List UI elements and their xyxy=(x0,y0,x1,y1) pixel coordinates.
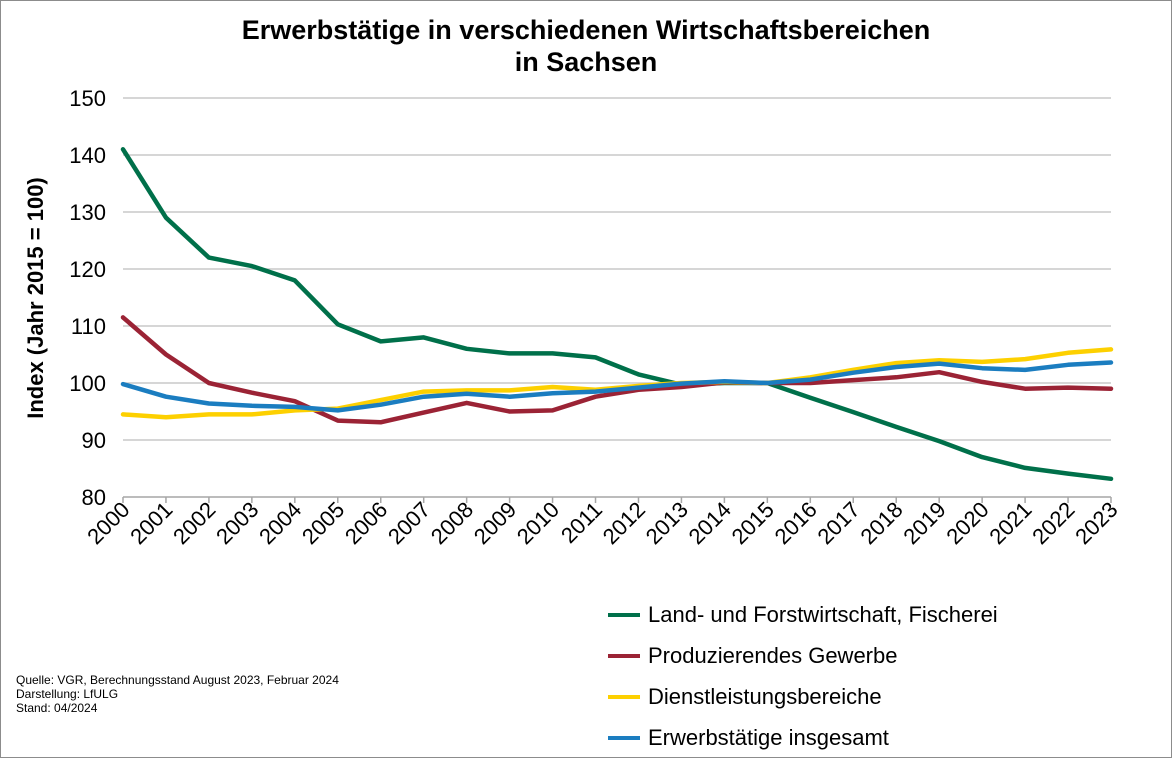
source-notes: Quelle: VGR, Berechnungsstand August 202… xyxy=(16,673,339,715)
x-tick-label: 2013 xyxy=(641,497,693,549)
y-tick-label: 120 xyxy=(69,257,106,282)
legend-label: Dienstleistungsbereiche xyxy=(648,683,882,709)
y-tick-labels: 80 90 100 110 120 130 140 150 xyxy=(69,86,106,510)
x-tick-label: 2007 xyxy=(383,497,435,549)
legend-item: Land- und Forstwirtschaft, Fischerei xyxy=(608,594,998,635)
y-tick-label: 80 xyxy=(82,485,106,510)
series-line xyxy=(120,315,1114,425)
series-line xyxy=(120,147,1114,482)
x-tick-label: 2020 xyxy=(941,497,993,549)
y-tick-label: 90 xyxy=(82,428,106,453)
legend-label: Land- und Forstwirtschaft, Fischerei xyxy=(648,601,998,627)
x-tick-label: 2017 xyxy=(813,497,865,549)
x-tick-label: 2010 xyxy=(512,497,564,549)
x-tick-label: 2019 xyxy=(898,497,950,549)
legend: Land- und Forstwirtschaft, Fischerei Prod… xyxy=(608,594,998,758)
legend-swatch xyxy=(608,653,640,658)
legend-label: Produzierendes Gewerbe xyxy=(648,642,898,668)
x-tick-label: 2012 xyxy=(598,497,650,549)
x-tick-label: 2005 xyxy=(297,497,349,549)
x-tick-label: 2003 xyxy=(211,497,263,549)
chart-title-line2: in Sachsen xyxy=(514,47,658,77)
legend-item: Produzierendes Gewerbe xyxy=(608,635,998,676)
x-tick-label: 2002 xyxy=(168,497,220,549)
series-lines xyxy=(120,147,1114,482)
x-tick-label: 2001 xyxy=(125,497,177,549)
status-line: Stand: 04/2024 xyxy=(16,701,98,715)
x-tick-label: 2008 xyxy=(426,497,478,549)
x-tick-label: 2018 xyxy=(855,497,907,549)
x-tick-label: 2014 xyxy=(684,497,736,549)
y-tick-label: 110 xyxy=(71,314,106,339)
x-tick-label: 2009 xyxy=(469,497,521,549)
credit-line: Darstellung: LfULG xyxy=(16,687,119,701)
x-tick-label: 2022 xyxy=(1027,497,1079,549)
legend-item: Erwerbstätige insgesamt xyxy=(608,717,998,758)
x-tick-label: 2004 xyxy=(254,497,306,549)
legend-swatch xyxy=(608,735,640,740)
y-tick-label: 150 xyxy=(69,86,106,111)
y-tick-label: 140 xyxy=(69,143,106,168)
x-tick-label: 2016 xyxy=(770,497,822,549)
x-tick-label: 2006 xyxy=(340,497,392,549)
gridlines xyxy=(123,97,1111,441)
x-tick-label: 2015 xyxy=(727,497,779,549)
legend-item: Dienstleistungsbereiche xyxy=(608,676,998,717)
y-axis-label: Index (Jahr 2015 = 100) xyxy=(23,177,48,419)
x-tick-label: 2023 xyxy=(1070,497,1122,549)
source-line: Quelle: VGR, Berechnungsstand August 202… xyxy=(16,673,339,687)
y-tick-label: 130 xyxy=(69,200,106,225)
chart-title-line1: Erwerbstätige in verschiedenen Wirtschaf… xyxy=(241,15,931,45)
axes xyxy=(122,496,1112,503)
x-tick-labels: 2000200120022003200420052006200720082009… xyxy=(82,497,1122,549)
x-tick-label: 2021 xyxy=(984,497,1036,549)
x-tick-label: 2011 xyxy=(556,497,607,548)
legend-swatch xyxy=(608,694,640,699)
chart-title: Erwerbstätige in verschiedenen Wirtschaf… xyxy=(0,14,1172,78)
legend-swatch xyxy=(608,612,640,617)
series-line xyxy=(120,360,1114,413)
legend-label: Erwerbstätige insgesamt xyxy=(648,724,889,750)
y-tick-label: 100 xyxy=(69,371,106,396)
